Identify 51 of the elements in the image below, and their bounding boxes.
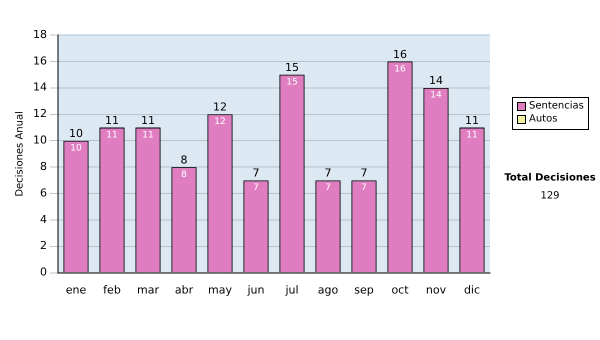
x-tick-label: ago xyxy=(318,283,338,296)
total-label: 10 xyxy=(68,127,83,140)
y-tick-label: 2 xyxy=(40,239,47,252)
x-tick-label: ene xyxy=(66,283,86,296)
y-tick-label: 8 xyxy=(40,160,47,173)
y-tick-label: 4 xyxy=(40,212,47,226)
text: Total Decisiones xyxy=(504,172,596,184)
total-label: 11 xyxy=(104,114,119,127)
data-label: 7 xyxy=(361,183,367,194)
x-tick-label: nov xyxy=(426,283,447,296)
data-label: 8 xyxy=(181,170,188,180)
data-label: 15 xyxy=(286,77,298,88)
y-tick-label: 10 xyxy=(32,134,47,147)
text: 129 xyxy=(540,190,560,202)
x-tick-label: jun xyxy=(246,283,265,296)
legend-label: Sentencias xyxy=(529,100,584,112)
x-tick-label: sep xyxy=(354,283,374,296)
data-label: 14 xyxy=(430,90,442,101)
y-tick-label: 12 xyxy=(32,107,47,120)
legend-label: Autos xyxy=(529,114,558,125)
x-tick-label: dic xyxy=(464,283,480,296)
data-label: 7 xyxy=(253,183,259,194)
total-label: 11 xyxy=(141,114,155,127)
x-tick-label: feb xyxy=(103,283,121,296)
data-label: 11 xyxy=(106,130,118,140)
y-tick-label: 0 xyxy=(40,266,47,279)
total-label: 12 xyxy=(213,100,227,114)
total-label: 8 xyxy=(180,153,188,166)
total-label: 15 xyxy=(285,60,299,74)
total-label: 7 xyxy=(252,166,260,180)
y-axis-title: Decisiones Anual xyxy=(14,111,26,197)
total-label: 11 xyxy=(465,114,479,127)
y-tick-label: 6 xyxy=(40,186,47,200)
total-label: 16 xyxy=(393,48,407,61)
data-label: 10 xyxy=(70,144,82,154)
x-tick-label: jul xyxy=(284,283,299,296)
total-label: 7 xyxy=(360,166,368,180)
total-label: 7 xyxy=(324,166,332,180)
data-label: 11 xyxy=(466,130,478,140)
data-label: 11 xyxy=(142,130,154,140)
x-tick-label: may xyxy=(208,283,232,296)
x-tick-label: mar xyxy=(137,283,160,296)
data-label: 7 xyxy=(325,183,331,194)
y-tick-label: 18 xyxy=(32,28,47,41)
total-label: 14 xyxy=(429,74,443,88)
x-tick-label: oct xyxy=(391,283,410,296)
y-tick-label: 14 xyxy=(32,80,47,94)
x-tick-label: abr xyxy=(174,283,194,296)
data-label: 16 xyxy=(394,64,406,74)
y-tick-label: 16 xyxy=(32,54,47,68)
data-label: 12 xyxy=(214,117,226,128)
